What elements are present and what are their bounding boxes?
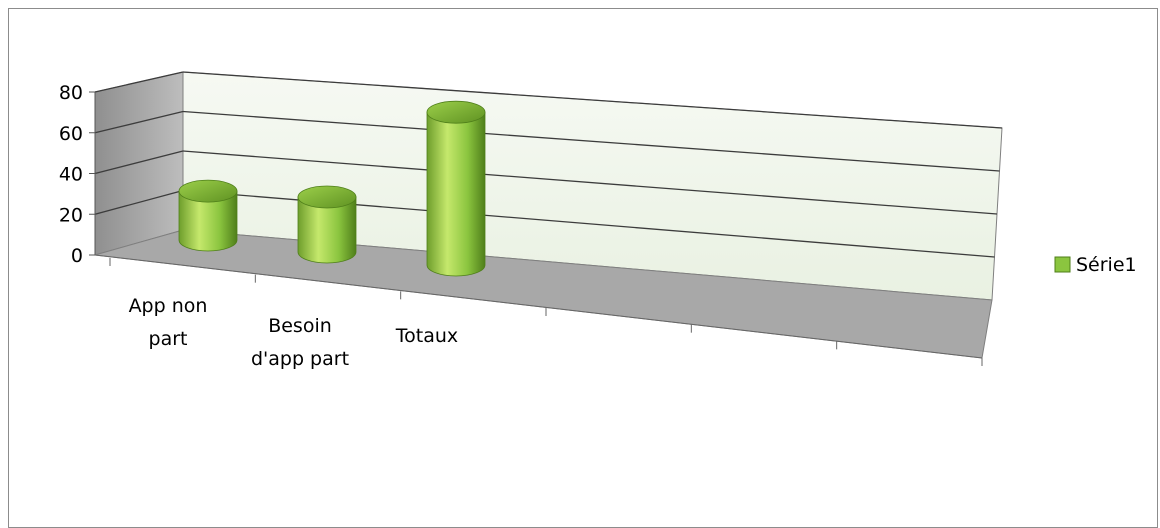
y-tick-label: 80 bbox=[59, 82, 83, 104]
gridline bbox=[182, 71, 1003, 129]
y-tick-label: 0 bbox=[71, 245, 83, 267]
x-axis: App non part Besoin d'app part Totaux bbox=[94, 254, 983, 370]
gridline bbox=[182, 150, 998, 215]
gridline-side bbox=[94, 189, 184, 215]
legend: Série1 bbox=[1054, 254, 1137, 276]
legend-label: Série1 bbox=[1076, 254, 1137, 276]
bars bbox=[178, 100, 486, 277]
x-tick-label: App non part bbox=[129, 295, 208, 350]
bar-body bbox=[178, 190, 238, 252]
x-tick-label: Besoin d'app part bbox=[251, 315, 349, 370]
bar-cap bbox=[426, 100, 486, 124]
gridline-side bbox=[94, 150, 184, 175]
gridline bbox=[182, 110, 1000, 172]
y-tick-label: 60 bbox=[59, 123, 83, 145]
x-axis-line bbox=[94, 254, 983, 359]
bar-cap bbox=[178, 179, 238, 203]
y-axis: 0 20 40 60 80 bbox=[59, 82, 96, 267]
bar bbox=[297, 185, 357, 264]
bar bbox=[426, 100, 486, 277]
x-tick-label: Totaux bbox=[395, 325, 458, 347]
bar bbox=[178, 179, 238, 252]
gridline-side bbox=[94, 71, 184, 93]
y-tick-label: 20 bbox=[59, 204, 83, 226]
legend-swatch bbox=[1054, 256, 1071, 273]
chart-area: 0 20 40 60 80 App non part Besoin d'app part Tot… bbox=[59, 71, 1137, 370]
side-wall bbox=[94, 71, 184, 256]
bar-cap bbox=[297, 185, 357, 209]
bar-body bbox=[297, 196, 357, 264]
y-tick-label: 40 bbox=[59, 164, 83, 186]
bar-body bbox=[426, 111, 486, 277]
gridline-side bbox=[94, 110, 184, 134]
